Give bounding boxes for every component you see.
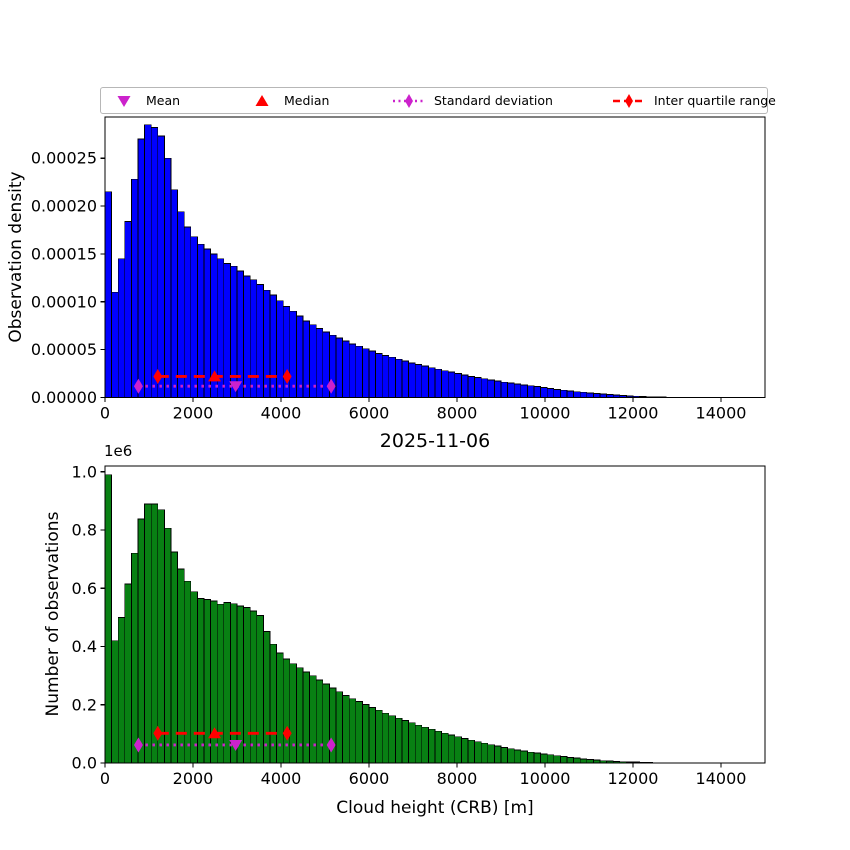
observation-density-histogram-stat-markers: [133, 368, 336, 394]
legend-label-standard-deviation: Standard deviation: [434, 93, 553, 108]
svg-text:0.00005: 0.00005: [31, 340, 97, 359]
svg-text:0.4: 0.4: [72, 637, 97, 656]
svg-text:2000: 2000: [173, 404, 214, 423]
observation-count-histogram-bars: [104, 474, 673, 764]
svg-text:0.8: 0.8: [72, 521, 97, 540]
svg-text:6000: 6000: [349, 404, 390, 423]
x-axis-label: Cloud height (CRB) [m]: [336, 798, 534, 818]
legend-label-mean: Mean: [146, 93, 181, 108]
observation-count-histogram: 0 2000 4000 6000 8000 10000 12000 14000 0.0 0.2 0.…: [72, 462, 766, 788]
observation-density-histogram-bars: [104, 124, 720, 398]
y-axis-label-top: Observation density: [6, 171, 26, 343]
svg-text:0.00025: 0.00025: [31, 149, 97, 168]
svg-text:8000: 8000: [437, 769, 478, 788]
legend-label-inter-quartile-range: Inter quartile range: [654, 93, 776, 108]
legend: Mean Median Standard deviation Inter qua…: [100, 87, 776, 114]
svg-text:2000: 2000: [173, 769, 214, 788]
observation-density-histogram-ticks: 0 2000 4000 6000 8000 10000 12000 14000 0.00000 0…: [31, 149, 747, 423]
svg-text:14000: 14000: [696, 404, 747, 423]
plot-title-date: 2025-11-06: [379, 430, 491, 452]
svg-text:12000: 12000: [608, 769, 659, 788]
svg-text:4000: 4000: [261, 769, 302, 788]
svg-text:0.00010: 0.00010: [31, 292, 97, 311]
legend-item-mean: Mean: [109, 88, 180, 113]
svg-text:10000: 10000: [520, 769, 571, 788]
observation-count-histogram-ticks: 0 2000 4000 6000 8000 10000 12000 14000 0.0 0.2 0.…: [72, 462, 747, 788]
svg-text:1.0: 1.0: [72, 462, 97, 481]
svg-text:12000: 12000: [608, 404, 659, 423]
svg-text:10000: 10000: [520, 404, 571, 423]
svg-text:0.00000: 0.00000: [31, 388, 97, 407]
mean-triangle-down-icon: [117, 95, 131, 107]
svg-text:0: 0: [100, 769, 110, 788]
svg-text:14000: 14000: [696, 769, 747, 788]
std-dotted-diamond-icon: [393, 93, 425, 108]
legend-item-standard-deviation: Standard deviation: [391, 88, 553, 113]
svg-text:0.6: 0.6: [72, 579, 97, 598]
y-axis-label-bottom: Number of observations: [43, 511, 63, 717]
svg-text:0.2: 0.2: [72, 695, 97, 714]
svg-text:0: 0: [100, 404, 110, 423]
svg-text:8000: 8000: [437, 404, 478, 423]
svg-text:0.00015: 0.00015: [31, 244, 97, 263]
legend-item-inter-quartile-range: Inter quartile range: [611, 88, 776, 113]
svg-text:6000: 6000: [349, 769, 390, 788]
observation-density-histogram: 0 2000 4000 6000 8000 10000 12000 14000 0.00000 0…: [31, 116, 766, 423]
iqr-dashed-diamond-icon: [613, 93, 645, 108]
svg-text:0.0: 0.0: [72, 754, 97, 773]
y-axis-offset-text: 1e6: [104, 442, 133, 460]
svg-text:0.00020: 0.00020: [31, 197, 97, 216]
observation-count-histogram-stat-markers: [133, 725, 336, 753]
median-triangle-up-icon: [255, 94, 269, 106]
svg-text:4000: 4000: [261, 404, 302, 423]
legend-label-median: Median: [284, 93, 330, 108]
legend-item-median: Median: [247, 88, 329, 113]
